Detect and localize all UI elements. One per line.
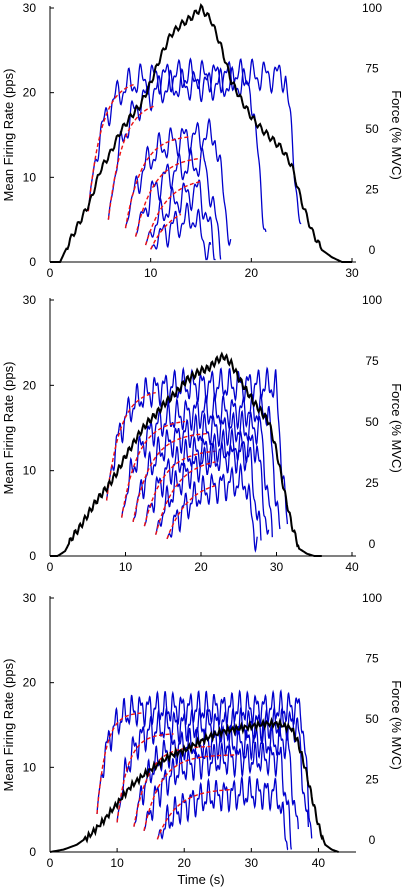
exponential-fit	[87, 83, 136, 212]
y-right-axis-title: Force (% MVC)	[389, 90, 404, 180]
panel-3: 0 10 20 30 40 0 10 20 30 0 25 50 75 100 Mean Firing Ra…	[1, 591, 404, 887]
x-tick-label: 0	[47, 266, 54, 280]
force-trace	[50, 351, 322, 557]
y-left-tick-label: 10	[23, 170, 37, 184]
exponential-fit	[133, 745, 211, 827]
exponential-fit	[134, 157, 202, 237]
y-left-tick-label: 0	[29, 845, 36, 859]
exponential-fit	[116, 733, 174, 823]
y-left-tick-label: 20	[23, 378, 37, 392]
y-left-tick-label: 20	[23, 676, 37, 690]
firing-rate-trace	[150, 202, 212, 261]
y-right-tick-label: 25	[365, 476, 379, 490]
firing-rate-trace	[133, 722, 299, 830]
y-left-axis-title: Mean Firing Rate (pps)	[1, 362, 16, 495]
x-tick-label: 20	[178, 856, 192, 870]
x-tick-label: 30	[270, 560, 284, 574]
panel-2: 0 10 20 30 40 0 10 20 30 0 25 50 75 100 Mean Firing Ra…	[1, 293, 404, 574]
y-left-tick-label: 0	[29, 255, 36, 269]
x-axis-title: Time (s)	[177, 872, 224, 887]
exponential-fit	[105, 391, 156, 501]
force-trace	[49, 716, 339, 853]
x-tick-label: 40	[312, 856, 326, 870]
firing-rate-trace	[87, 57, 302, 225]
y-right-tick-label: 50	[365, 122, 379, 136]
x-tick-label: 20	[245, 266, 259, 280]
y-right-tick-label: 75	[365, 61, 379, 75]
y-left-axis-title: Mean Firing Rate (pps)	[1, 69, 16, 202]
firing-rate-trace	[143, 740, 292, 850]
y-left-tick-label: 20	[23, 86, 37, 100]
y-right-tick-label: 25	[365, 182, 379, 196]
y-right-tick-label: 0	[369, 833, 376, 847]
y-right-tick-label: 0	[369, 243, 376, 257]
x-tick-label: 40	[345, 560, 359, 574]
x-tick-label: 0	[47, 560, 54, 574]
exponential-fit	[107, 105, 156, 220]
y-left-tick-label: 0	[29, 549, 36, 563]
x-tick-label: 10	[110, 856, 124, 870]
y-right-tick-label: 50	[365, 712, 379, 726]
y-left-tick-label: 10	[23, 760, 37, 774]
y-right-tick-label: 50	[365, 415, 379, 429]
x-tick-label: 0	[47, 856, 54, 870]
exponential-fit	[132, 432, 208, 523]
exponential-fit	[150, 213, 182, 250]
y-right-tick-label: 100	[362, 591, 382, 605]
exponential-fit	[96, 712, 144, 814]
force-trace	[50, 3, 352, 263]
x-tick-label: 10	[119, 560, 133, 574]
y-right-tick-label: 100	[362, 293, 382, 307]
x-tick-label: 30	[245, 856, 259, 870]
firing-rate-trace	[107, 65, 267, 233]
y-left-tick-label: 30	[23, 1, 37, 15]
y-right-axis-title: Force (% MVC)	[389, 680, 404, 770]
x-tick-label: 30	[345, 266, 359, 280]
firing-rate-trace	[105, 366, 289, 525]
y-left-tick-label: 30	[23, 591, 37, 605]
y-right-tick-label: 75	[365, 651, 379, 665]
x-tick-label: 10	[144, 266, 158, 280]
firing-rate-trace	[143, 427, 270, 536]
firing-rate-trace	[96, 688, 313, 839]
firing-rate-trace	[166, 462, 258, 553]
y-left-tick-label: 10	[23, 464, 37, 478]
exponential-fit	[155, 461, 216, 535]
exponential-fit	[143, 754, 238, 831]
y-right-tick-label: 100	[362, 1, 382, 15]
y-right-tick-label: 25	[365, 772, 379, 786]
y-right-tick-label: 0	[369, 537, 376, 551]
exponential-fit	[144, 180, 202, 246]
exponential-fit	[121, 420, 186, 518]
exponential-fit	[156, 789, 231, 840]
y-right-tick-label: 75	[365, 354, 379, 368]
exponential-fit	[124, 136, 191, 229]
y-left-tick-label: 30	[23, 293, 37, 307]
y-left-axis-title: Mean Firing Rate (pps)	[1, 659, 16, 792]
firing-rate-trace	[132, 409, 273, 538]
firing-rate-trace	[155, 440, 262, 541]
y-right-axis-title: Force (% MVC)	[389, 383, 404, 473]
firing-rate-trace	[121, 392, 281, 530]
firing-rate-trace	[156, 775, 289, 851]
firing-rate-trace	[134, 146, 222, 260]
x-tick-label: 20	[194, 560, 208, 574]
exponential-fit	[166, 485, 216, 540]
firing-rate-trace	[144, 179, 216, 261]
panel-1: 0 10 20 30 0 10 20 30 0 25 50 75 100 Mean Firing Rate…	[1, 1, 404, 280]
